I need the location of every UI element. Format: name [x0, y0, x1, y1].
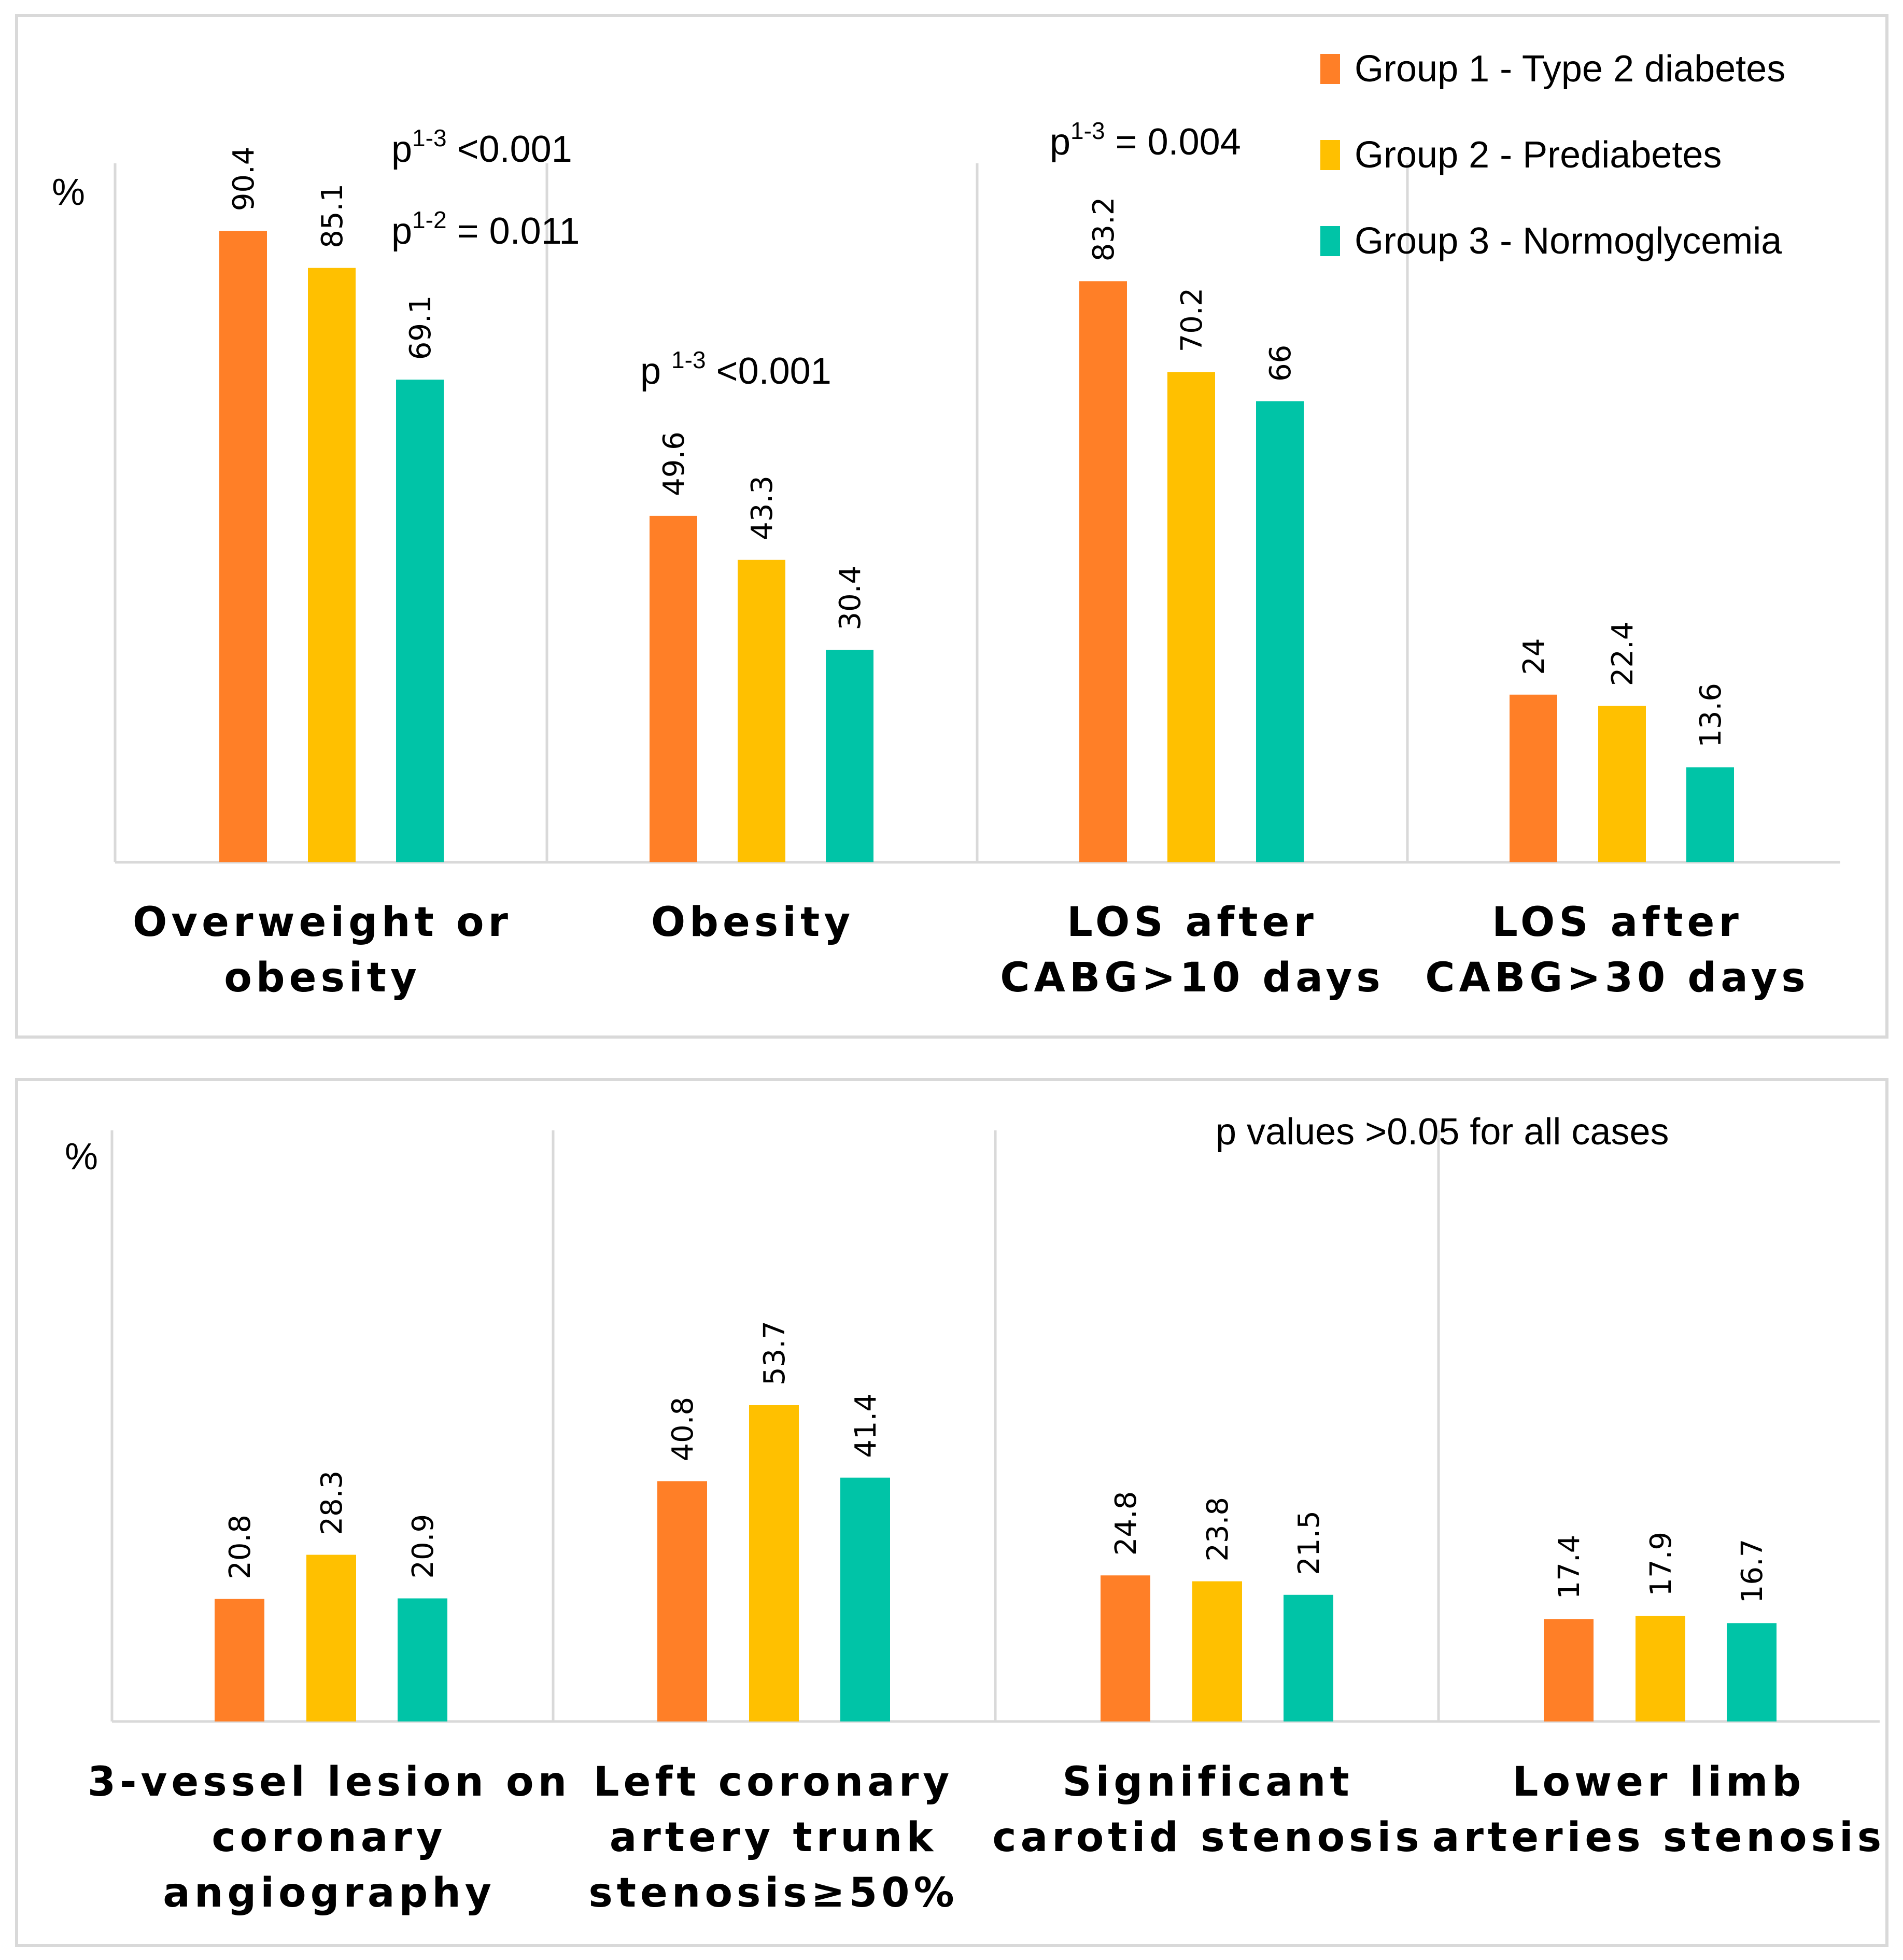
top-chart: 90.4 85.1 69.1 Overweight or obesity 49.6 43.3… — [114, 147, 1840, 1001]
bottom-bar — [215, 1599, 264, 1721]
top-data-label: 43.3 — [745, 475, 779, 540]
top-category-label: Obesity — [651, 899, 854, 946]
legend-swatch-group-1 — [1320, 54, 1340, 84]
top-category-label: CABG>30 days — [1425, 955, 1809, 1001]
p-annotation-4: p1-3 = 0.004 — [1050, 117, 1241, 163]
bottom-data-label: 20.8 — [223, 1515, 257, 1579]
bottom-bar — [1101, 1575, 1150, 1721]
top-data-label: 83.2 — [1087, 197, 1121, 262]
legend-swatch-group-3 — [1320, 226, 1340, 256]
bottom-category-label: Lower limb — [1513, 1759, 1805, 1805]
bottom-bar — [1544, 1619, 1594, 1721]
bottom-category-label: angiography — [163, 1870, 495, 1916]
bottom-data-label: 24.8 — [1109, 1491, 1143, 1556]
legend-swatch-group-2 — [1320, 140, 1340, 170]
top-bar — [826, 650, 873, 862]
top-data-label: 49.6 — [657, 431, 691, 496]
top-category-label: CABG>10 days — [1000, 955, 1384, 1001]
top-category-label: LOS after — [1492, 899, 1743, 946]
top-bar — [738, 559, 785, 862]
bottom-bar — [840, 1477, 890, 1721]
bottom-category-label: Significant — [1062, 1759, 1353, 1805]
bottom-bar — [749, 1405, 799, 1721]
top-bar — [1686, 767, 1734, 862]
top-y-axis-label: % — [52, 172, 85, 213]
top-bar — [308, 268, 356, 862]
bottom-data-label: 53.7 — [758, 1321, 792, 1385]
bottom-category-label: 3-vessel lesion on — [88, 1759, 571, 1805]
top-data-label: 66 — [1264, 345, 1298, 382]
bottom-data-label: 17.9 — [1644, 1532, 1678, 1597]
p-values-note: p values >0.05 for all cases — [1216, 1111, 1669, 1153]
bottom-data-label: 17.4 — [1553, 1535, 1586, 1600]
bottom-data-label: 28.3 — [315, 1471, 349, 1535]
top-data-label: 24 — [1517, 638, 1551, 675]
bottom-data-label: 21.5 — [1292, 1510, 1326, 1575]
bottom-data-label: 16.7 — [1736, 1539, 1769, 1604]
bottom-data-label: 41.4 — [849, 1393, 883, 1458]
bottom-bar — [1284, 1594, 1333, 1721]
p-annotation-2: p1-2 = 0.011 — [391, 206, 580, 252]
top-bar — [396, 380, 444, 862]
top-data-label: 22.4 — [1606, 622, 1640, 687]
bottom-y-axis-label: % — [65, 1136, 98, 1178]
bottom-category-label: artery trunk — [610, 1814, 937, 1861]
top-bar — [1510, 694, 1557, 862]
bottom-category-label: carotid stenosis — [992, 1814, 1423, 1861]
top-category-label: obesity — [224, 955, 421, 1001]
bottom-category-label: coronary — [212, 1814, 446, 1861]
bottom-chart: 20.8 28.3 20.9 3-vessel lesion on coronary an… — [88, 1130, 1885, 1916]
bottom-bar — [398, 1598, 447, 1721]
legend-label-group-3: Group 3 - Normoglycemia — [1355, 220, 1782, 262]
top-data-label: 30.4 — [834, 566, 867, 631]
top-data-label: 13.6 — [1694, 683, 1728, 748]
bottom-data-label: 23.8 — [1201, 1497, 1235, 1562]
bottom-category-label: arteries stenosis — [1432, 1814, 1885, 1861]
top-bar — [219, 231, 267, 862]
top-bar — [1079, 281, 1127, 862]
top-category-label: Overweight or — [133, 899, 512, 946]
top-bar — [1598, 706, 1646, 862]
top-bar — [1167, 372, 1215, 862]
top-data-label: 69.1 — [404, 296, 438, 360]
legend: Group 1 - Type 2 diabetes Group 2 - Pred… — [1320, 48, 1785, 262]
bottom-panel-frame — [15, 1078, 1888, 1947]
bottom-bar — [306, 1555, 356, 1721]
bottom-category-label: stenosis≥50% — [588, 1870, 958, 1916]
bottom-data-label: 40.8 — [666, 1397, 700, 1462]
bottom-data-label: 20.9 — [406, 1514, 440, 1579]
top-data-label: 85.1 — [316, 184, 349, 248]
p-annotation-3: p 1-3 <0.001 — [640, 346, 831, 392]
top-data-label: 70.2 — [1175, 288, 1209, 353]
legend-label-group-1: Group 1 - Type 2 diabetes — [1355, 48, 1785, 90]
top-bar — [650, 515, 697, 862]
bottom-bar — [1636, 1616, 1685, 1721]
top-bar — [1256, 401, 1304, 862]
top-category-label: LOS after — [1067, 899, 1318, 946]
p-annotation-1: p1-3 <0.001 — [391, 124, 572, 170]
top-data-label: 90.4 — [227, 147, 261, 212]
bottom-category-label: Left coronary — [594, 1759, 953, 1805]
bottom-bar — [657, 1481, 707, 1721]
bottom-bar — [1192, 1581, 1242, 1721]
bottom-bar — [1727, 1623, 1777, 1721]
legend-label-group-2: Group 2 - Prediabetes — [1355, 134, 1722, 176]
